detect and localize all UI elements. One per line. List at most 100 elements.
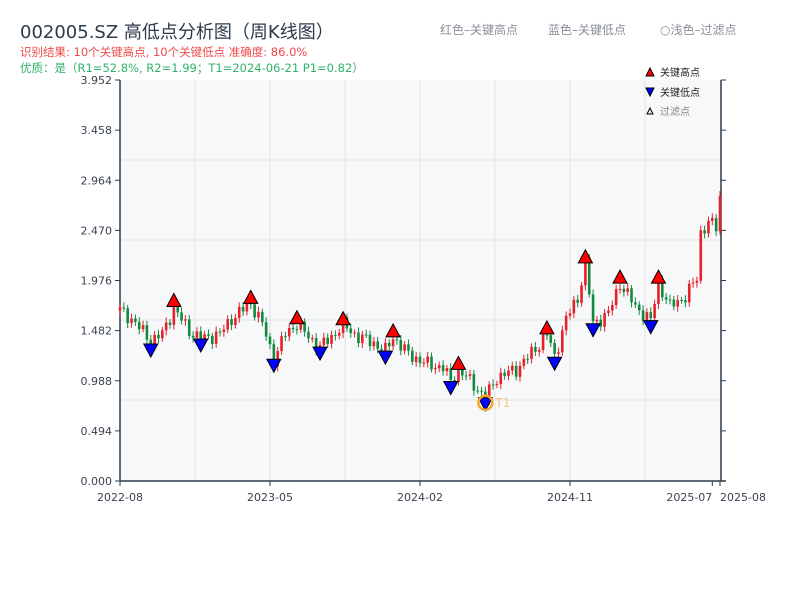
candle-body [184,319,187,321]
candle-body [576,299,579,303]
key-high-marker [650,269,667,284]
candle-body [703,230,706,234]
t1-label: T1 [494,396,510,410]
x-tick-label: 2025-07 [666,491,712,504]
candle-body [664,297,668,300]
candle-body [295,329,299,331]
candle-body [714,218,718,232]
candle-body [491,384,495,386]
key-low-marker [192,338,209,353]
candle-body [118,307,122,311]
candle-body [368,334,372,347]
candle-body [437,365,441,369]
candle-body [399,340,403,351]
candle-body [487,384,491,401]
candle-body [414,356,418,362]
candle-body [626,288,629,292]
candle-body [499,372,503,385]
candle-body [684,300,687,303]
candle-body [230,319,233,325]
candle-body [126,308,129,324]
candle-body [661,280,664,298]
candle-body [522,358,526,366]
candle-body [137,321,141,330]
candle-body [237,306,241,318]
candle-body [614,289,618,306]
chart-title: 002005.SZ 高低点分析图（周K线图） [20,22,334,43]
candle-body [526,358,529,360]
legend-light-note: ○浅色–过滤点 [660,23,737,37]
candle-body [330,335,333,344]
candle-body [207,334,210,336]
y-tick-label: 2.964 [81,174,113,187]
candle-body [549,335,553,344]
candle-body [653,303,656,319]
candle-body [407,344,410,351]
candle-body [364,334,368,336]
key-high-marker [166,292,182,307]
candle-body [203,334,206,341]
candle-body [672,299,676,307]
candle-body [622,288,626,292]
y-tick-label: 1.482 [81,325,113,338]
t1-marker [477,394,494,412]
key-high-marker [612,269,628,284]
candle-body [534,346,537,352]
candle-body [637,304,641,311]
candle-body [264,322,268,337]
candle-body [607,310,610,314]
legend-filtered-icon [646,106,654,115]
candle-body [222,329,226,333]
y-tick-label: 0.494 [81,425,113,438]
x-tick-label: 2025-08 [720,491,766,504]
candle-body [418,356,422,364]
key-low-marker [546,356,563,372]
candle-body [472,374,476,391]
candle-body [434,368,437,370]
key-low-marker [142,343,159,359]
legend-low-icon [645,87,655,98]
candle-body [314,338,318,351]
candle-body [245,303,249,312]
candle-body [718,195,722,232]
candle-body [157,334,160,339]
candle-body [641,310,645,321]
candle-body [634,302,637,305]
candle-body [457,367,460,382]
candle-body [699,230,703,281]
candle-body [361,334,364,344]
candle-body [218,331,222,333]
candle-body [376,341,379,349]
candle-body [291,328,295,330]
y-tick-label: 0.988 [81,375,113,388]
candle-body [122,307,126,309]
candle-body [280,336,283,352]
candle-body [268,336,272,345]
candle-body [503,372,506,376]
candle-body [307,331,310,339]
legend-item-label: 过滤点 [660,105,690,118]
candle-body [680,300,683,302]
candle-body [168,322,172,325]
candle-body [495,384,499,386]
candle-body [241,306,245,312]
legend-blue-note: 蓝色–关键低点 [548,23,627,37]
candle-body [514,365,518,377]
candle-body [411,350,414,362]
quality-summary: 优质：是（R1=52.8%, R2=1.99；T1=2024-06-21 P1=… [20,61,364,75]
candle-body [426,356,429,363]
candle-body [172,306,176,325]
candle-body [395,339,399,341]
candle-body [357,332,360,344]
candle-body [403,344,406,351]
candle-body [580,285,583,303]
candle-body [572,299,576,314]
key-low-marker [642,320,659,335]
x-tick-label: 2022-08 [97,491,143,504]
key-high-marker [242,289,259,304]
candle-body [287,328,291,337]
candle-body [530,346,533,360]
key-high-marker [450,355,467,370]
candle-body [441,365,445,372]
